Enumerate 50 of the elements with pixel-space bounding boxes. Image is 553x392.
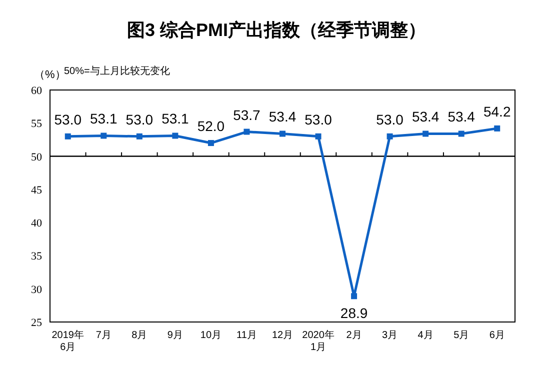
- data-label: 28.9: [340, 305, 368, 322]
- x-tick-label: 8月: [132, 330, 148, 341]
- x-tick-label: 10月: [200, 330, 222, 341]
- data-label: 54.2: [483, 103, 511, 120]
- point: [208, 140, 214, 146]
- data-label: 53.0: [376, 111, 404, 128]
- y-tick-label: 35: [31, 250, 42, 263]
- x-tick-label: 7月: [96, 330, 112, 341]
- point: [422, 130, 429, 137]
- y-tick-label: 40: [31, 218, 42, 230]
- point: [351, 293, 358, 300]
- y-axis-title: （%）: [34, 69, 66, 81]
- x-tick-label: 3月: [382, 330, 398, 341]
- data-label: 53.4: [412, 108, 440, 125]
- x-tick-label: 11月: [236, 330, 257, 341]
- x-tick-label: 12月: [272, 330, 294, 341]
- chart-title: 图3 综合PMI产出指数（经季节调整）: [126, 20, 426, 40]
- text: 50%=与上月比较无变化: [64, 65, 170, 77]
- point: [244, 128, 250, 135]
- x-tick-label: 2月: [346, 330, 362, 341]
- point: [136, 133, 142, 140]
- point: [386, 133, 393, 140]
- data-label: 53.0: [304, 111, 332, 128]
- x-tick-label: 5月: [454, 330, 470, 341]
- x-tick-label: 4月: [418, 330, 434, 341]
- point: [494, 125, 500, 132]
- y-tick-label: 30: [31, 284, 42, 296]
- y-tick-label: 60: [31, 85, 42, 97]
- data-label: 53.1: [162, 110, 190, 127]
- point: [172, 132, 178, 139]
- point: [100, 132, 107, 139]
- point: [64, 133, 71, 140]
- x-tick-label: 9月: [167, 330, 183, 341]
- y-tick-label: 50: [31, 151, 42, 164]
- data-label: 53.4: [268, 108, 296, 125]
- x-tick-label: 6月: [489, 330, 505, 341]
- data-label: 52.0: [197, 118, 225, 134]
- data-label: 53.1: [90, 110, 118, 127]
- data-label: 53.7: [233, 106, 261, 123]
- data-label: 53.4: [448, 108, 476, 125]
- y-tick-label: 25: [31, 317, 42, 329]
- x-tick-label: 2020年 1月: [302, 329, 334, 353]
- y-tick-label: 55: [31, 118, 42, 130]
- data-label: 53.0: [126, 111, 154, 128]
- y-tick-label: 45: [31, 184, 42, 196]
- x-tick-label: 2019年 6月: [52, 329, 84, 353]
- point: [280, 130, 286, 137]
- data-label: 53.0: [54, 111, 82, 128]
- point: [458, 130, 464, 137]
- point: [315, 133, 322, 140]
